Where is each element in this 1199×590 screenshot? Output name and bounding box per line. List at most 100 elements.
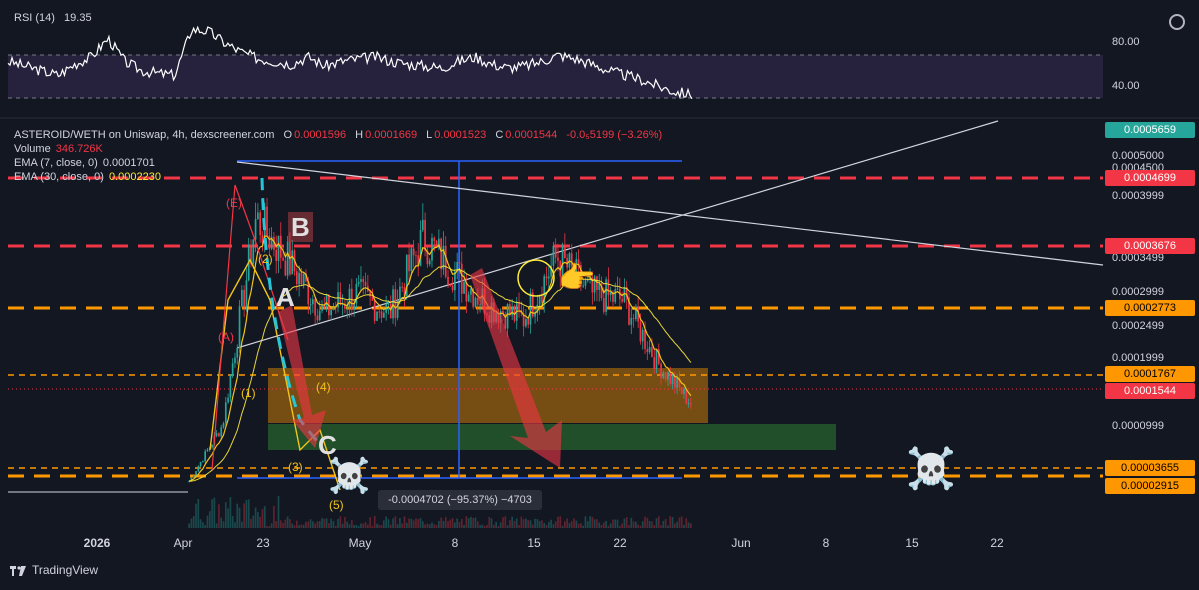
volume-bar [515,518,518,528]
legend-ema30: EMA (30, close, 0) 0.0002230 [14,170,664,184]
candle-body [222,423,225,428]
candle-body [325,294,328,307]
candle-body [467,294,470,302]
price-tag-orange-4: 0.00002915 [1105,478,1195,494]
volume-bar [492,524,495,528]
wave-red [211,184,289,471]
candle-body [456,262,459,272]
volume-bar [424,524,426,528]
volume-bar [584,516,587,528]
skull-icon: ☠️ [906,447,956,491]
volume-bar [385,516,388,528]
volume-bar [486,524,488,528]
candle-body [284,260,287,276]
volume-bar [543,523,546,528]
volume-bar [632,521,635,528]
candle-body [236,347,239,358]
candle-body [447,276,449,285]
candle-body [644,329,646,349]
candle-body [197,466,200,472]
candle-body [250,244,252,264]
volume-bar [504,516,507,528]
volume-bar [667,525,669,528]
volume-bar [580,523,582,528]
volume-bar [545,525,548,528]
legend-change: -0.0₅5199 (−3.26%) [566,129,663,141]
volume-bar [609,523,612,528]
pointing-hand-icon: 👉 [558,262,596,295]
volume-bar [550,519,552,528]
volume-bar [538,520,541,528]
volume-bar [373,516,376,528]
candle-body [426,250,429,265]
candle-body [188,481,190,483]
legend-ohlc: ASTEROID/WETH on Uniswap, 4h, dexscreene… [14,128,664,142]
volume-bar [344,516,346,528]
volume-bar [564,521,566,528]
rsi-legend: RSI (14) 19.35 [14,12,92,24]
volume-bar [673,523,676,528]
volume-bar [637,524,640,528]
volume-bar [557,516,559,528]
wave-label-b: B [288,212,313,242]
volume-bar [547,521,550,528]
volume-bar [293,525,296,528]
volume-bar [364,522,367,528]
volume-bar [442,520,445,528]
volume-bar [263,506,266,528]
volume-bar [268,525,271,528]
candle-body [609,291,612,296]
volume-bar [197,498,200,528]
legend-l-label: L [426,129,433,141]
volume-bar [380,525,383,528]
volume-bar [470,516,472,528]
volume-bar [289,519,291,528]
volume-bar [616,519,619,528]
candle-body [536,304,539,314]
candle-body [412,248,415,256]
volume-bar [525,518,527,528]
volume-bar [465,516,468,528]
volume-bar [456,518,459,528]
candle-body [383,312,385,318]
legend-o-value: 0.0001596 [294,129,347,141]
candle-body [676,378,678,388]
volume-bar [328,523,330,528]
candle-body [660,363,662,379]
candle-body [596,276,598,290]
candle-body [690,403,692,405]
volume-bar [202,522,204,528]
tradingview-logo-icon [10,565,26,576]
candle-body [586,279,589,281]
volume-bar [215,523,218,528]
candle-body [401,286,404,288]
price-tick: 0.0003999 [1112,190,1164,202]
wave-label-c: C [318,430,337,460]
volume-bar [334,525,337,528]
volume-bar [302,524,305,528]
volume-bar [690,523,692,528]
candle-body [245,280,248,307]
candle-body [479,304,481,306]
volume-bar [298,525,300,528]
volume-bar [534,518,536,528]
candle-body [243,289,245,307]
volume-bar [238,507,241,528]
wave-label-e: (E) [226,196,242,210]
volume-bar [318,521,321,528]
volume-bar [421,521,424,528]
candle-body [387,303,390,305]
gear-icon[interactable] [1169,14,1185,30]
volume-bar [247,499,250,528]
volume-bar [522,519,525,528]
candle-body [463,282,465,294]
candle-body [591,277,594,293]
candle-body [421,219,424,231]
candle-body [305,273,307,282]
candle-body [215,433,218,436]
candle-body [380,311,383,318]
candle-body [502,310,504,314]
volume-label: Volume [14,143,51,155]
